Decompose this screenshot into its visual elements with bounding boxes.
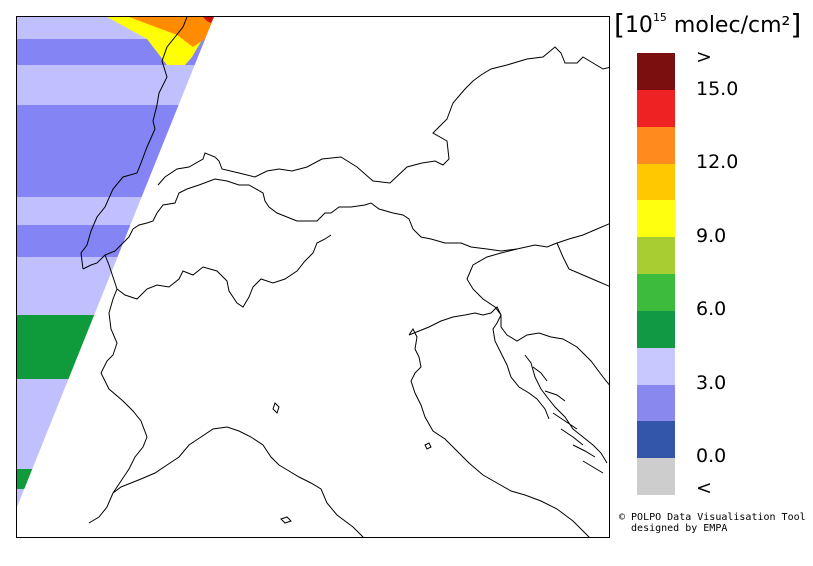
colorbar-segment [637, 347, 675, 385]
swath-band [17, 315, 214, 379]
swath-band-high [203, 17, 214, 23]
swath-band [17, 65, 214, 105]
colorbar-segment [637, 126, 675, 164]
colorbar-segment [637, 163, 675, 201]
colorbar-segment [637, 384, 675, 422]
border-north-germany [157, 46, 609, 186]
country-borders [80, 17, 609, 524]
coast-ligurian [112, 426, 364, 537]
border-rhine-france [80, 17, 188, 270]
swath-band [17, 197, 214, 225]
colorbar-tick-label: 9.0 [696, 225, 727, 247]
colorbar [637, 53, 675, 496]
coast-adriatic-north [408, 328, 590, 537]
colorbar-segment [637, 421, 675, 459]
colorbar-tick-label: < [696, 477, 712, 499]
swath-band [17, 489, 214, 507]
swath-band [17, 105, 214, 197]
colorbar-segment [637, 310, 675, 349]
satellite-swath [17, 17, 214, 507]
credit-line-2: designed by EMPA [619, 523, 728, 534]
border-swiss-italy [104, 234, 332, 308]
swath-band-high [129, 17, 214, 47]
colorbar-tick-label: 3.0 [696, 372, 727, 394]
colorbar-segment [637, 274, 675, 312]
border-italy-slovenia [466, 248, 609, 386]
border-slovenia-croatia [556, 242, 609, 287]
colorbar-segment [637, 200, 675, 238]
lake-garda [272, 402, 280, 414]
colorbar-tick-label: 15.0 [696, 78, 739, 100]
map-panel[interactable] [16, 16, 610, 538]
colorbar-tick-label: > [696, 46, 712, 68]
swath-band [17, 379, 214, 469]
island-small [424, 442, 432, 450]
colorbar-segment [637, 237, 675, 275]
coastlines [112, 306, 608, 537]
colorbar-tick-label: 6.0 [696, 298, 727, 320]
map-canvas [17, 17, 609, 537]
border-switzerland [82, 178, 609, 270]
credit-line-1: © POLPO Data Visualisation Tool [619, 512, 806, 523]
coast-croatia-islands [524, 354, 608, 474]
colorbar-tick-label: 12.0 [696, 151, 739, 173]
unit-suffix: molec/cm² [666, 13, 791, 38]
swath-band [17, 469, 214, 489]
unit-close-bracket: ] [790, 8, 802, 41]
island-elba [280, 516, 292, 524]
border-france-italy [88, 288, 148, 524]
credit: © POLPO Data Visualisation Tool designed… [619, 512, 806, 534]
colorbar-tick-label: 0.0 [696, 445, 727, 467]
unit-open-bracket: [ [614, 8, 625, 41]
colorbar-segment [637, 89, 675, 128]
swath-band [17, 225, 214, 257]
unit-exponent: 15 [652, 10, 667, 24]
unit-label: [1015 molec/cm²] [614, 6, 810, 42]
colorbar-segment [637, 458, 675, 496]
coast-venice [408, 306, 550, 420]
colorbar-segment [637, 53, 675, 91]
unit-prefix: 10 [624, 13, 653, 38]
swath-band [17, 257, 214, 315]
